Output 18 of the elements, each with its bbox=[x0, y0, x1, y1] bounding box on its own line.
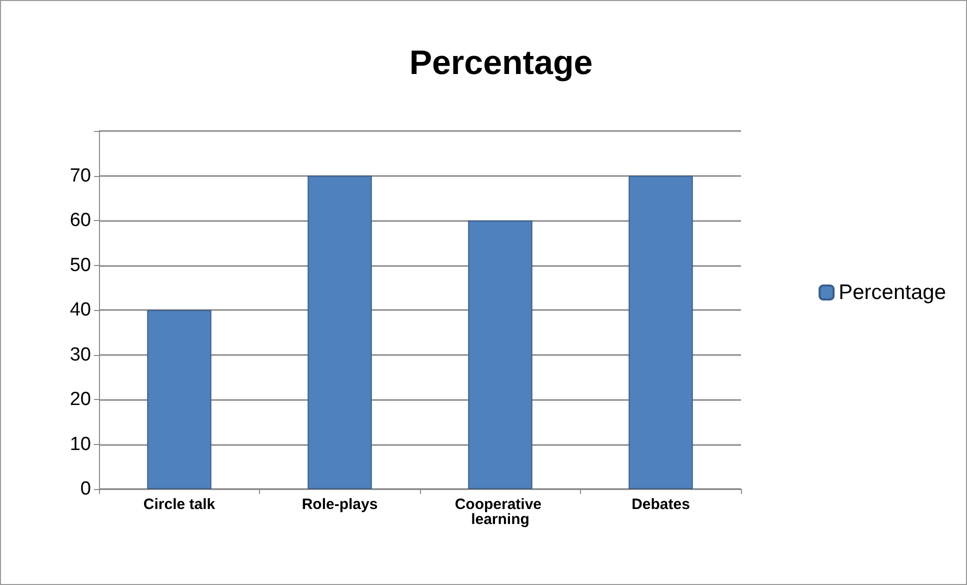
x-tick-label: Debates bbox=[632, 496, 690, 513]
chart-title: Percentage bbox=[409, 44, 593, 82]
legend-label: Percentage bbox=[838, 281, 946, 304]
y-tick-label: 20 bbox=[70, 389, 91, 410]
y-tick-label: 10 bbox=[70, 434, 91, 455]
bar bbox=[147, 310, 212, 489]
y-tick-label: 0 bbox=[80, 478, 91, 500]
x-tick-label: Role-plays bbox=[302, 496, 378, 513]
y-tick-label: 30 bbox=[70, 344, 91, 366]
y-tick-label: 70 bbox=[70, 165, 91, 186]
bar bbox=[628, 176, 693, 489]
y-tick-label: 40 bbox=[70, 300, 91, 320]
x-tick-label: Cooperative learning bbox=[454, 496, 546, 528]
bar bbox=[468, 220, 532, 489]
x-tick-label: Circle talk bbox=[143, 496, 216, 513]
y-tick-label: 60 bbox=[70, 210, 91, 231]
y-tick-label: 50 bbox=[70, 254, 91, 276]
bar bbox=[308, 176, 372, 489]
